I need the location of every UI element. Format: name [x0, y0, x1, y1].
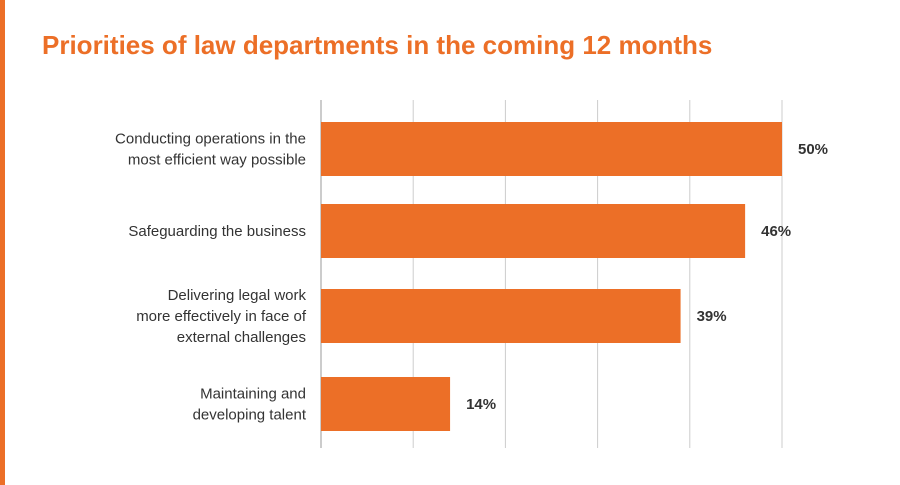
data-label: 50% — [798, 141, 828, 158]
category-label: Maintaining and developing talent — [193, 386, 307, 424]
bar — [321, 377, 451, 431]
chart-title: Priorities of law departments in the com… — [42, 30, 713, 60]
bar — [321, 204, 746, 258]
accent-bar — [0, 0, 5, 485]
bar — [321, 122, 782, 176]
category-label: Safeguarding the business — [128, 223, 306, 240]
category-label: Delivering legal work more effectively in… — [136, 287, 307, 346]
data-label: 14% — [466, 396, 496, 413]
category-label: Conducting operations in the most efficie… — [115, 131, 306, 169]
data-label: 39% — [697, 308, 727, 325]
data-label: 46% — [761, 223, 791, 240]
bar — [321, 289, 681, 343]
